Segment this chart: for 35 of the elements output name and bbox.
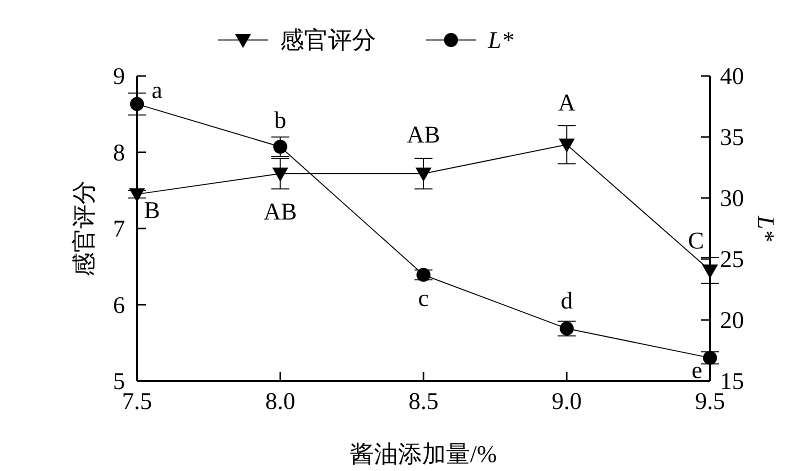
x-tick-label: 8.0 — [265, 389, 296, 415]
annotation: AB — [264, 200, 297, 226]
annotation: d — [560, 288, 573, 315]
y2-tick-label: 30 — [720, 186, 744, 212]
x-tick-label: 9.5 — [695, 389, 725, 415]
legend-label: L* — [487, 28, 514, 54]
y2-tick-label: 40 — [720, 64, 744, 90]
y2-tick-label: 35 — [720, 125, 744, 151]
y-tick-label: 5 — [113, 369, 125, 395]
y-tick-label: 6 — [113, 292, 125, 319]
x-tick-label: 8.5 — [408, 389, 438, 415]
y-tick-label: 8 — [113, 140, 125, 166]
annotation: a — [152, 78, 163, 104]
point — [558, 138, 575, 153]
y2-tick-label: 25 — [720, 247, 744, 273]
y2-axis-title: L* — [752, 214, 778, 242]
point — [416, 168, 432, 182]
x-axis-title: 酱油添加量/% — [350, 442, 497, 468]
point — [129, 188, 145, 202]
annotation: B — [144, 198, 160, 224]
annotation: A — [558, 90, 576, 117]
annotation: AB — [406, 122, 440, 149]
point — [272, 168, 288, 182]
point — [702, 264, 718, 278]
annotation: c — [418, 286, 429, 312]
x-tick-label: 7.5 — [122, 389, 152, 415]
annotation: C — [688, 228, 704, 254]
y-tick-label: 7 — [113, 216, 125, 242]
annotation: e — [692, 358, 702, 384]
y2-tick-label: 20 — [720, 308, 744, 334]
y-tick-label: 9 — [113, 64, 125, 90]
y-axis-title: 感官评分 — [71, 180, 98, 276]
x-tick-label: 9.0 — [552, 389, 582, 415]
legend-label: 感官评分 — [280, 27, 376, 54]
annotation: b — [274, 108, 286, 134]
